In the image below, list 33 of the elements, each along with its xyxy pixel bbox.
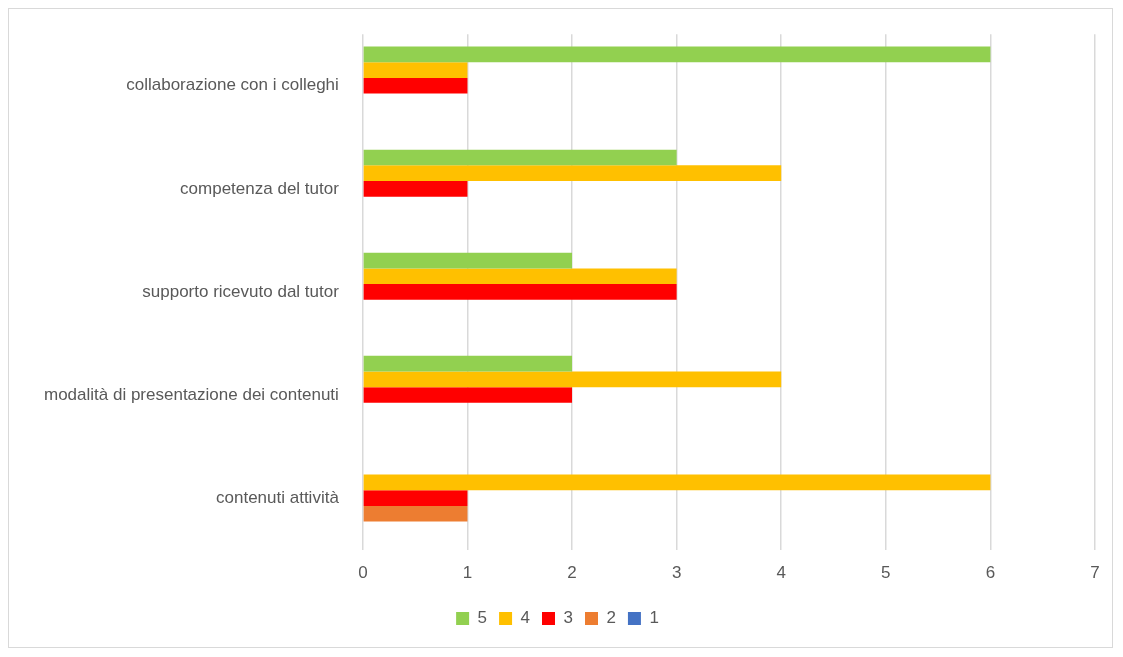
x-tick-label: 3: [671, 563, 682, 583]
x-tick-label: 1: [462, 563, 473, 583]
bar: [363, 474, 991, 491]
bar: [363, 387, 573, 403]
legend-label: 2: [606, 608, 616, 628]
bar: [363, 268, 677, 285]
bar: [363, 371, 782, 388]
bar: [363, 505, 468, 522]
bar: [363, 77, 468, 94]
legend-label: 1: [649, 608, 659, 628]
x-tick-label: 2: [567, 563, 577, 583]
x-tick-label: 5: [881, 563, 891, 583]
legend-label: 3: [563, 608, 573, 628]
bar: [363, 355, 573, 372]
bar: [363, 62, 468, 78]
bar: [363, 46, 991, 63]
x-tick-label: 4: [776, 563, 786, 583]
bar: [363, 149, 677, 166]
y-tick-label: supporto ricevuto dal tutor: [142, 281, 340, 301]
y-tick-label: competenza del tutor: [180, 178, 340, 198]
bar: [363, 180, 468, 197]
bar: [363, 165, 782, 181]
bar: [363, 490, 468, 506]
y-tick-label: modalità di presentazione dei contenuti: [43, 384, 339, 404]
x-tick-label: 6: [985, 563, 996, 583]
bar: [363, 252, 573, 269]
x-tick-label: 0: [358, 563, 368, 583]
x-tick-label: 7: [1090, 563, 1100, 583]
legend-label: 4: [520, 608, 531, 628]
y-tick-label: contenuti attività: [216, 487, 340, 507]
legend-label: 5: [477, 608, 488, 628]
y-tick-label: collaborazione con i colleghi: [126, 75, 339, 95]
bar: [363, 284, 677, 300]
